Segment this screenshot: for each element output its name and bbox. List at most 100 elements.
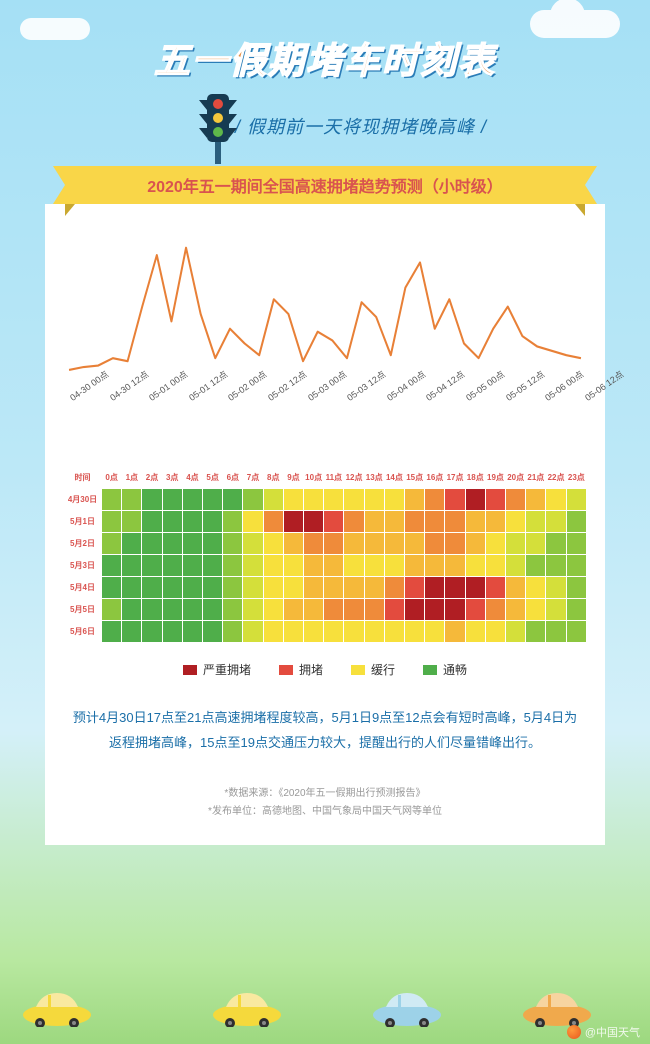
heatmap-cell (304, 555, 324, 577)
heatmap-cell (344, 555, 364, 577)
heatmap-cell (384, 489, 404, 511)
heatmap-cell (223, 533, 243, 555)
heatmap-cell (546, 599, 566, 621)
heatmap-cell (344, 599, 364, 621)
heatmap-cell (364, 555, 384, 577)
heatmap-cell (182, 621, 202, 643)
heatmap-cell (102, 489, 122, 511)
heatmap-cell (142, 511, 162, 533)
heatmap-cell (203, 599, 223, 621)
line-chart-x-axis: 04-30 00点04-30 12点05-01 00点05-01 12点05-0… (63, 393, 587, 406)
heatmap-cell (465, 599, 485, 621)
heatmap-cell (122, 599, 142, 621)
x-tick-label: 04-30 12点 (107, 392, 115, 403)
heatmap-hour-header: 0点 (102, 467, 122, 489)
x-tick-label: 05-04 12点 (423, 392, 431, 403)
heatmap-cell (344, 577, 364, 599)
heatmap-hour-header: 22点 (546, 467, 566, 489)
heatmap-cell (526, 489, 546, 511)
heatmap-cell (364, 533, 384, 555)
cloud-decoration (530, 10, 620, 38)
heatmap-hour-header: 10点 (304, 467, 324, 489)
heatmap-hour-header: 2点 (142, 467, 162, 489)
heatmap-cell (203, 533, 223, 555)
heatmap-cell (546, 577, 566, 599)
heatmap-cell (425, 555, 445, 577)
heatmap-cell (566, 533, 586, 555)
heatmap-hour-header: 3点 (162, 467, 182, 489)
heatmap-cell (263, 577, 283, 599)
heatmap-cell (485, 489, 505, 511)
heatmap-cell (142, 533, 162, 555)
heatmap-cell (223, 599, 243, 621)
legend-label: 严重拥堵 (203, 661, 251, 678)
heatmap-hour-header: 12点 (344, 467, 364, 489)
weibo-icon (567, 1025, 581, 1039)
heatmap-cell (485, 533, 505, 555)
heatmap-cell (405, 555, 425, 577)
heatmap-cell (384, 621, 404, 643)
heatmap-cell (304, 511, 324, 533)
source-line: *数据来源：《2020年五一假期出行预测报告》 (63, 785, 587, 803)
heatmap-cell (465, 621, 485, 643)
heatmap-cell (223, 489, 243, 511)
heatmap-cell (162, 599, 182, 621)
heatmap-cell (526, 511, 546, 533)
subtitle: / 假期前一天将现拥堵晚高峰 / (235, 113, 487, 139)
heatmap-cell (384, 555, 404, 577)
heatmap-cell (405, 511, 425, 533)
heatmap-cell (324, 555, 344, 577)
heatmap-cell (465, 577, 485, 599)
heatmap-cell (182, 489, 202, 511)
heatmap-day-header: 5月5日 (64, 599, 102, 621)
heatmap-cell (344, 489, 364, 511)
x-tick-label: 05-06 00点 (542, 392, 550, 403)
heatmap-cell (566, 621, 586, 643)
heatmap-cell (182, 577, 202, 599)
legend-item: 缓行 (351, 661, 395, 678)
heatmap-cell (304, 599, 324, 621)
subtitle-row: / 假期前一天将现拥堵晚高峰 / (0, 96, 650, 156)
heatmap-cell (384, 577, 404, 599)
heatmap-cell (122, 489, 142, 511)
heatmap-cell (384, 533, 404, 555)
x-tick-label: 04-30 00点 (67, 392, 75, 403)
heatmap-cell (203, 577, 223, 599)
watermark: @中国天气 (567, 1024, 640, 1040)
heatmap-cell (162, 489, 182, 511)
heatmap-cell (142, 599, 162, 621)
x-tick-label: 05-02 00点 (225, 392, 233, 403)
heatmap-cell (364, 511, 384, 533)
heatmap-cell (243, 489, 263, 511)
heatmap-cell (223, 511, 243, 533)
heatmap-cell (283, 511, 303, 533)
heatmap-day-header: 5月2日 (64, 533, 102, 555)
heatmap-cell (203, 511, 223, 533)
heatmap-cell (283, 577, 303, 599)
heatmap-cell (182, 511, 202, 533)
heatmap-day-header: 5月3日 (64, 555, 102, 577)
source-line: *发布单位：高德地图、中国气象局中国天气网等单位 (63, 803, 587, 821)
heatmap-cell (304, 533, 324, 555)
traffic-light-icon (193, 96, 227, 156)
heatmap-cell (526, 555, 546, 577)
heatmap-cell (465, 555, 485, 577)
heatmap-cell (324, 511, 344, 533)
legend-label: 通畅 (443, 661, 467, 678)
heatmap-cell (243, 621, 263, 643)
heatmap-cell (445, 555, 465, 577)
ribbon-banner: 2020年五一期间全国高速拥堵趋势预测（小时级） (75, 166, 575, 204)
heatmap-cell (425, 489, 445, 511)
cloud-decoration (20, 18, 90, 40)
heatmap-hour-header: 15点 (405, 467, 425, 489)
heatmap-cell (122, 621, 142, 643)
heatmap-cell (102, 577, 122, 599)
heatmap-cell (425, 599, 445, 621)
heatmap-cell (526, 533, 546, 555)
heatmap-cell (283, 533, 303, 555)
heatmap-cell (243, 555, 263, 577)
heatmap-cell (243, 599, 263, 621)
heatmap-hour-header: 8点 (263, 467, 283, 489)
heatmap-hour-header: 11点 (324, 467, 344, 489)
heatmap-hour-header: 18点 (465, 467, 485, 489)
